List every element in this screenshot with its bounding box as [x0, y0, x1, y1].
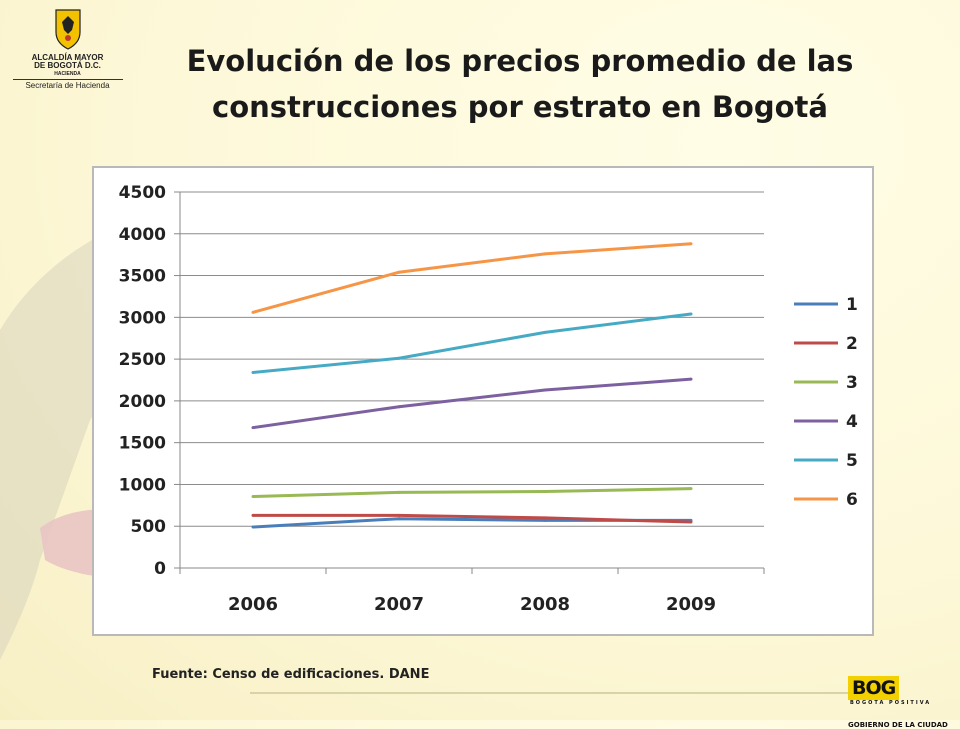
data-point-4 — [397, 405, 401, 409]
data-point-6 — [251, 310, 255, 314]
legend-label-3: 3 — [846, 373, 858, 393]
data-point-3 — [397, 490, 401, 494]
logo-line-4: Secretaría de Hacienda — [25, 81, 110, 91]
x-tick-label: 2007 — [374, 594, 424, 615]
slide-title: Evolución de los precios promedio de las… — [120, 38, 920, 130]
data-point-5 — [689, 312, 693, 316]
data-point-2 — [543, 516, 547, 520]
bog-tagline: BOGOTA POSITIVA — [850, 700, 932, 706]
x-tick-label: 2009 — [666, 594, 716, 615]
y-tick-label: 4500 — [119, 183, 166, 203]
data-point-2 — [397, 513, 401, 517]
data-point-1 — [397, 517, 401, 521]
series-line-3 — [252, 487, 692, 499]
y-axis: 0 500 1000 1500 2000 2500 3000 3500 4000 4500 — [119, 183, 181, 579]
data-point-4 — [251, 426, 255, 430]
data-point-1 — [251, 525, 255, 529]
chart-panel: 0 500 1000 1500 2000 2500 3000 3500 4000 4500 200… — [92, 166, 874, 636]
data-point-3 — [251, 495, 255, 499]
data-point-4 — [543, 388, 547, 392]
title-line-1: Evolución de los precios promedio de las — [186, 44, 854, 78]
legend-label-5: 5 — [846, 451, 858, 471]
x-tick-label: 2008 — [520, 594, 570, 615]
data-point-3 — [689, 487, 693, 491]
data-point-2 — [689, 520, 693, 524]
data-point-5 — [543, 330, 547, 334]
data-point-1 — [543, 518, 547, 522]
data-point-2 — [251, 513, 255, 517]
series-lines — [251, 242, 693, 529]
legend: 1 2 3 4 5 6 — [794, 295, 858, 510]
x-axis: 2006 2007 2008 2009 — [179, 568, 765, 615]
y-tick-label: 2000 — [119, 392, 166, 412]
y-tick-label: 1000 — [119, 475, 166, 495]
series-line-2 — [253, 513, 692, 524]
legend-label-4: 4 — [846, 412, 858, 432]
y-tick-label: 500 — [131, 517, 167, 537]
y-tick-label: 0 — [154, 559, 166, 579]
legend-label-2: 2 — [846, 334, 858, 354]
data-point-5 — [397, 356, 401, 360]
series-line-4 — [252, 377, 692, 430]
logo-divider — [12, 79, 123, 81]
footer-divider — [250, 692, 850, 694]
data-point-6 — [689, 242, 693, 246]
series-line-6 — [252, 242, 692, 314]
bog-subtitle: GOBIERNO DE LA CIUDAD — [848, 721, 948, 729]
y-tick-label: 1500 — [119, 434, 166, 454]
data-point-6 — [543, 252, 547, 256]
logo-line-1: ALCALDÍA MAYOR — [31, 53, 104, 62]
alcaldia-logo: ALCALDÍA MAYOR DE BOGOTÁ D.C. HACIENDA S… — [10, 8, 125, 90]
source-note: Fuente: Censo de edificaciones. DANE — [152, 667, 430, 682]
bog-brand: BOG — [848, 676, 900, 700]
y-tick-label: 2500 — [119, 350, 166, 370]
x-tick-label: 2006 — [228, 594, 278, 615]
data-point-6 — [397, 270, 401, 274]
coat-of-arms-icon — [54, 9, 81, 50]
logo-line-2: DE BOGOTÁ D.C. — [34, 61, 101, 71]
bogota-positiva-logo: BOGBOGOTA POSITIVA GOBIERNO DE LA CIUDAD — [848, 676, 956, 729]
logo-line-3: HACIENDA — [54, 70, 81, 77]
title-line-2: construcciones por estrato en Bogotá — [212, 90, 828, 124]
data-point-4 — [689, 377, 693, 381]
gridlines — [180, 191, 764, 569]
data-point-5 — [251, 370, 255, 374]
data-point-3 — [543, 490, 547, 494]
line-chart: 0 500 1000 1500 2000 2500 3000 3500 4000 4500 200… — [119, 183, 858, 615]
legend-label-6: 6 — [846, 490, 858, 510]
legend-label-1: 1 — [846, 295, 858, 315]
y-tick-label: 4000 — [119, 225, 166, 245]
y-tick-label: 3500 — [119, 267, 166, 287]
series-line-5 — [252, 312, 692, 374]
y-tick-label: 3000 — [119, 308, 166, 328]
